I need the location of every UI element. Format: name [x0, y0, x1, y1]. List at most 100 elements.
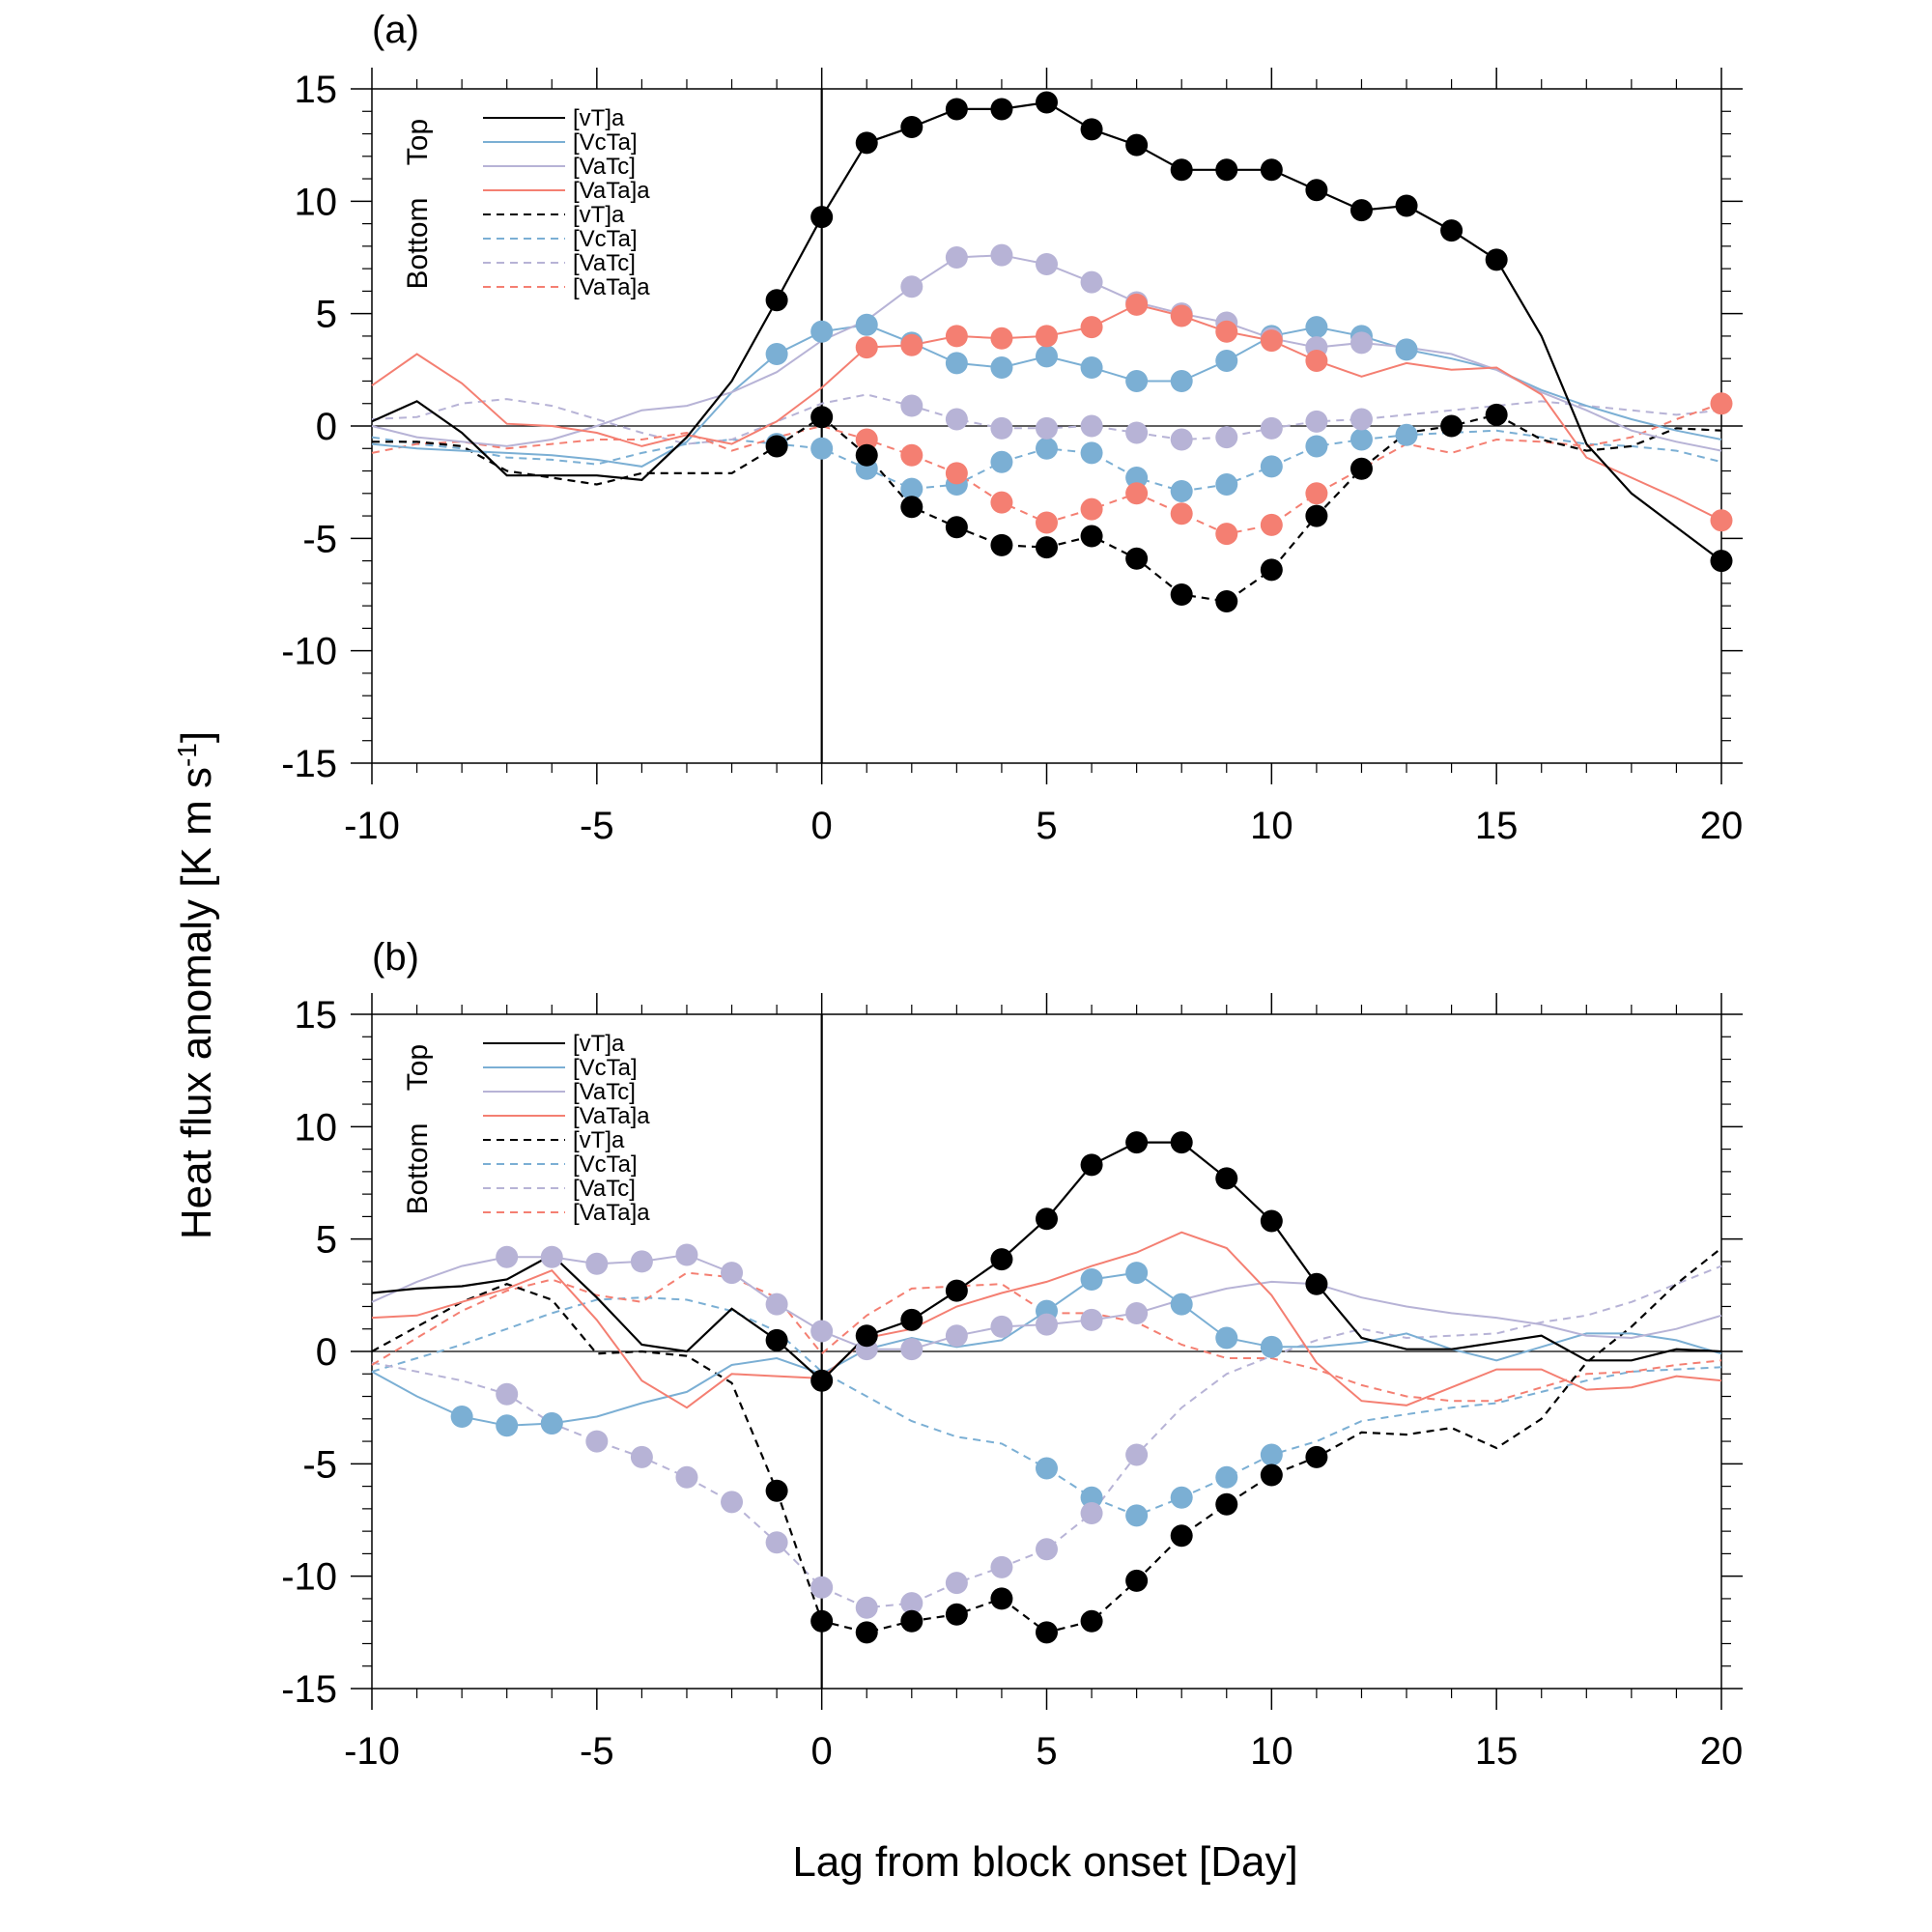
x-tick-label: -10 — [344, 1730, 400, 1773]
data-point — [1215, 1492, 1238, 1516]
data-point — [1215, 1326, 1238, 1350]
data-point — [1215, 158, 1238, 182]
legend-entry: [vT]a — [573, 1127, 625, 1153]
x-axis-title: Lag from block onset [Day] — [792, 1838, 1297, 1886]
data-point — [945, 246, 968, 269]
data-point — [1036, 252, 1058, 275]
data-point — [990, 356, 1013, 380]
data-point — [855, 1621, 878, 1644]
data-point — [990, 533, 1013, 556]
data-point — [765, 1293, 788, 1316]
data-point — [1125, 293, 1149, 316]
y-tick-label: 15 — [295, 994, 338, 1037]
data-point — [1036, 437, 1058, 460]
y-tick-label: -10 — [281, 631, 337, 673]
data-point — [585, 1252, 609, 1275]
data-point — [990, 416, 1013, 440]
x-tick-label: 15 — [1475, 805, 1519, 847]
data-point — [1305, 316, 1328, 339]
legend-entry: [VcTa] — [573, 1055, 638, 1081]
panel-a-label: (a) — [372, 9, 419, 51]
legend-entry: [VaTa]a — [573, 1103, 650, 1129]
data-point — [1170, 304, 1193, 327]
data-point — [810, 1576, 834, 1599]
data-point — [810, 406, 834, 429]
legend-entry: [VaTc] — [573, 154, 636, 180]
data-point — [1485, 403, 1508, 426]
x-tick-label: 0 — [811, 805, 833, 847]
data-point — [810, 1369, 834, 1392]
data-point — [1125, 482, 1149, 505]
data-point — [1170, 583, 1193, 606]
data-point — [496, 1245, 519, 1268]
series-line-top-vataa — [371, 1231, 1722, 1409]
panel-a: (a) -10 -5 0 5 10 15 20-15-10-5051015[vT]a[VcT… — [281, 9, 1743, 847]
data-point — [900, 477, 923, 500]
data-point — [1170, 1486, 1193, 1509]
x-tick-label: 15 — [1475, 1730, 1519, 1773]
data-point — [1260, 416, 1283, 440]
x-tick-label: 20 — [1700, 1730, 1744, 1773]
data-point — [1710, 509, 1733, 532]
data-point — [540, 1411, 563, 1435]
data-point — [990, 1315, 1013, 1338]
data-point — [630, 1445, 653, 1468]
y-axis-title: Heat flux anomaly [K m s-1] — [172, 731, 221, 1239]
data-point — [1036, 345, 1058, 368]
panel-b: (b) Lag from block onset [Day] -10 -5 0 5 10… — [281, 936, 1743, 1886]
data-point — [810, 320, 834, 343]
data-point — [721, 1491, 744, 1514]
data-point — [1080, 1308, 1103, 1331]
data-point — [1170, 369, 1193, 392]
data-point — [765, 435, 788, 458]
data-point — [1036, 1313, 1058, 1336]
data-point — [450, 1405, 473, 1428]
y-tick-label: 10 — [295, 181, 338, 223]
legend-group-top: Top — [402, 1044, 434, 1091]
data-point — [990, 1555, 1013, 1578]
x-tick-label: 5 — [1036, 1730, 1057, 1773]
data-point — [1395, 194, 1418, 217]
data-point — [855, 428, 878, 451]
data-point — [1036, 1538, 1058, 1561]
data-point — [945, 516, 968, 539]
data-point — [1710, 550, 1733, 573]
data-point — [810, 437, 834, 460]
data-point — [1080, 497, 1103, 521]
data-point — [1710, 392, 1733, 415]
data-point — [1350, 199, 1373, 222]
data-point — [675, 1243, 698, 1266]
data-point — [1080, 1609, 1103, 1633]
data-point — [1215, 350, 1238, 373]
data-point — [1080, 414, 1103, 438]
data-point — [765, 289, 788, 312]
y-tick-label: 15 — [295, 69, 338, 111]
data-point — [1485, 248, 1508, 271]
data-point — [1080, 356, 1103, 380]
data-point — [810, 1609, 834, 1633]
data-point — [1215, 1465, 1238, 1489]
data-point — [1080, 441, 1103, 465]
data-point — [1215, 472, 1238, 496]
legend-entry: [VaTc] — [573, 250, 636, 276]
data-point — [1125, 1569, 1149, 1592]
data-point — [1036, 1457, 1058, 1480]
data-point — [1350, 408, 1373, 431]
data-point — [1350, 457, 1373, 480]
data-point — [1125, 421, 1149, 444]
data-point — [1260, 1443, 1283, 1466]
data-point — [900, 496, 923, 519]
data-point — [630, 1250, 653, 1273]
data-point — [810, 206, 834, 229]
data-point — [1036, 325, 1058, 348]
data-point — [855, 131, 878, 155]
x-tick-label: -5 — [580, 1730, 614, 1773]
data-point — [990, 1248, 1013, 1271]
legend-entry: [VcTa] — [573, 226, 638, 252]
data-point — [1125, 369, 1149, 392]
data-point — [1080, 316, 1103, 339]
data-point — [900, 333, 923, 356]
data-point — [1395, 338, 1418, 361]
data-point — [945, 1279, 968, 1302]
